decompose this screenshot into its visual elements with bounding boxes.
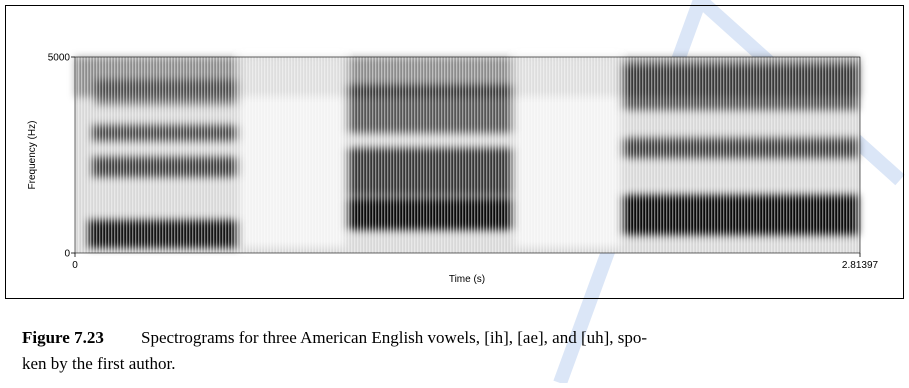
spectrogram <box>74 56 861 254</box>
caption-line: Spectrograms for three American English … <box>141 328 647 347</box>
caption-label: Figure 7.23 <box>22 328 104 347</box>
caption-line: ken by the first author. <box>22 354 175 373</box>
y-tick-label: 5000 <box>48 53 71 64</box>
y-tick-label: 0 <box>64 249 70 260</box>
x-axis-label: Time (s) <box>449 274 485 285</box>
y-axis-label: Frequency (Hz) <box>27 121 38 190</box>
x-tick-label: 2.81397 <box>842 260 879 271</box>
x-tick-label: 0 <box>72 260 78 271</box>
